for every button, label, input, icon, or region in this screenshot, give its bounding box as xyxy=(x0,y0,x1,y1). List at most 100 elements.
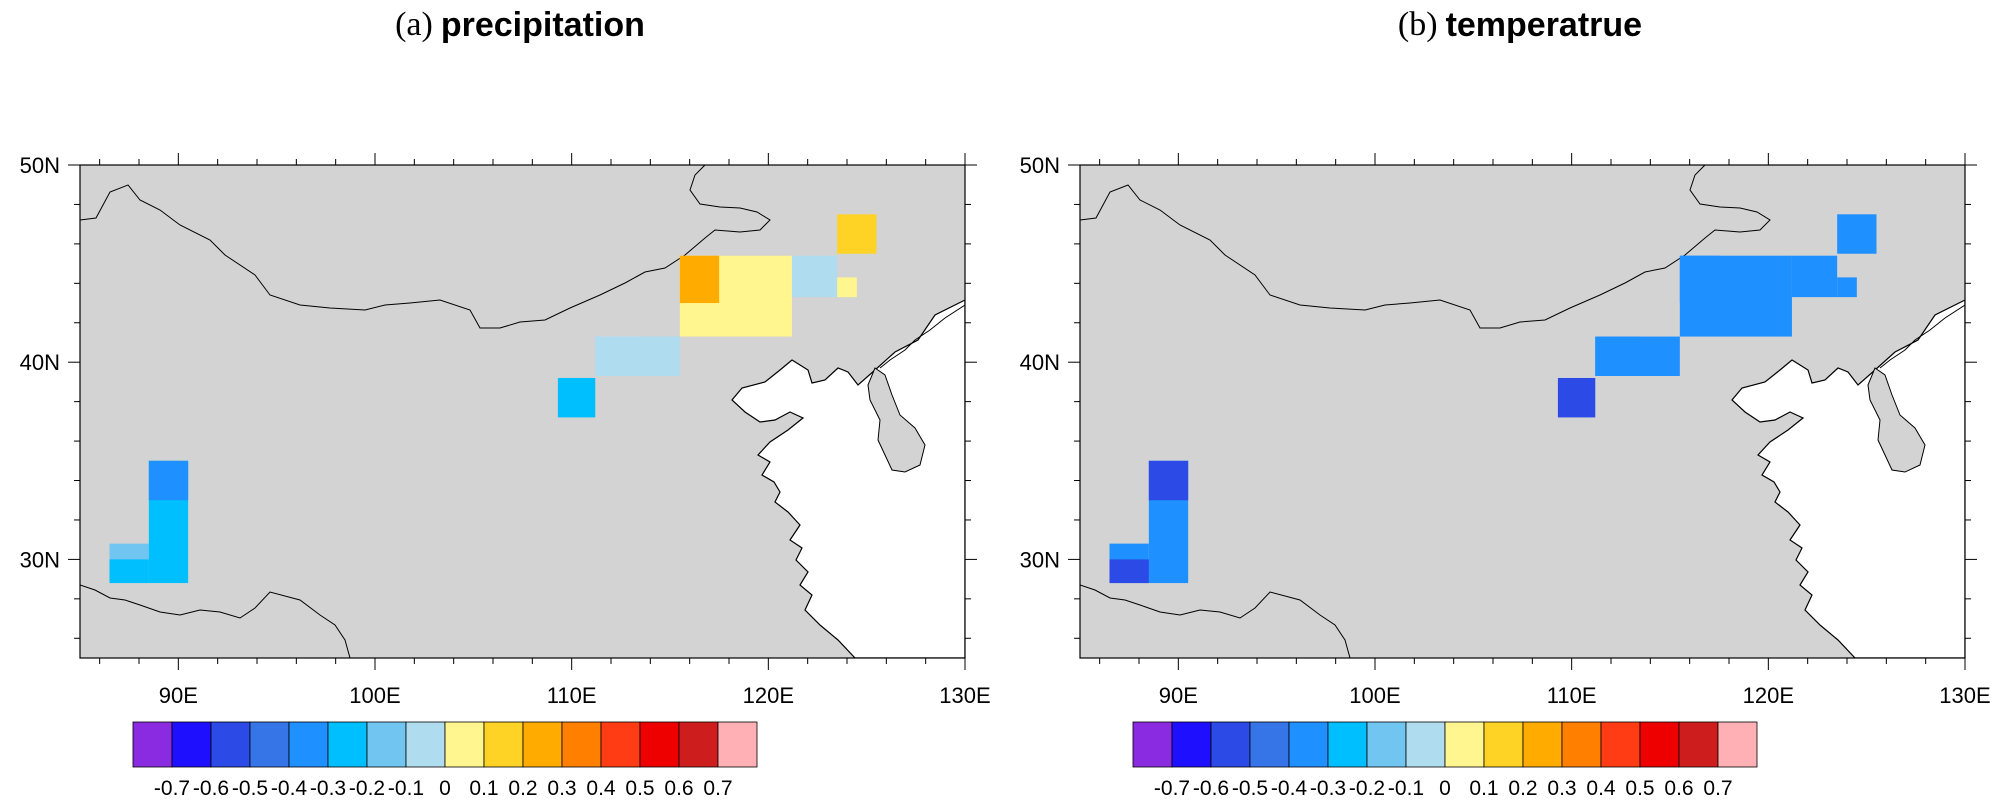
panel-b-title: (b) temperatrue xyxy=(1080,0,1960,50)
colorbar-label: 0.4 xyxy=(1586,777,1616,800)
anomaly-cell xyxy=(837,214,877,254)
lon-tick-label: 130E xyxy=(939,683,990,708)
lat-tick-label: 30N xyxy=(1020,547,1060,572)
colorbar-label: -0.2 xyxy=(1349,777,1385,800)
lon-tick-label: 120E xyxy=(743,683,794,708)
panel-b-variable: temperatrue xyxy=(1445,5,1643,44)
panel-a-label: (a) xyxy=(395,6,433,43)
colorbar-swatch xyxy=(1639,721,1680,768)
colorbar-label: 0.1 xyxy=(1469,777,1498,800)
boundary-line xyxy=(1879,304,1965,369)
colorbar-label: -0.1 xyxy=(388,777,424,800)
korea-peninsula xyxy=(1867,367,1926,473)
colorbar-swatch xyxy=(639,721,680,768)
lat-tick-label: 30N xyxy=(20,547,60,572)
anomaly-cell xyxy=(148,460,189,501)
colorbar-label: -0.3 xyxy=(1310,777,1346,800)
anomaly-cell xyxy=(109,559,149,584)
colorbar-label: -0.4 xyxy=(271,777,308,800)
lon-tick-label: 110E xyxy=(547,683,597,708)
colorbar-swatch xyxy=(1600,721,1641,768)
anomaly-cell xyxy=(595,336,641,377)
colorbar-swatch xyxy=(483,721,524,768)
boundary-line xyxy=(1080,165,1771,329)
sea-area xyxy=(1731,299,1965,658)
colorbar-swatch xyxy=(1171,721,1212,768)
colorbar-label: 0.1 xyxy=(469,777,498,800)
colorbar-label: -0.7 xyxy=(154,777,190,800)
colorbar-swatch xyxy=(522,721,563,768)
colorbar-label: 0.6 xyxy=(664,777,693,800)
panel-a-variable: precipitation xyxy=(440,5,645,44)
lon-tick-label: 110E xyxy=(1547,683,1597,708)
colorbar-swatch xyxy=(1405,721,1446,768)
anomaly-cell xyxy=(1837,214,1877,254)
colorbar-swatch xyxy=(288,721,329,768)
anomaly-cell xyxy=(1557,377,1596,418)
panel-b-map: 90E 100E 110E 120E 130E 50N 40N 30N xyxy=(1020,153,1991,708)
anomaly-cell xyxy=(1679,255,1720,304)
colorbar-label: 0 xyxy=(1439,777,1451,800)
lat-tick-label: 50N xyxy=(1020,153,1060,178)
colorbar-label: 0.4 xyxy=(586,777,616,800)
anomaly-cell xyxy=(1791,255,1838,298)
panel-b-label: (b) xyxy=(1397,6,1438,43)
colorbar-label: -0.5 xyxy=(1232,777,1268,800)
panel-a-title: (a) precipitation xyxy=(80,0,960,50)
colorbar-swatch xyxy=(1327,721,1368,768)
lat-tick-label: 40N xyxy=(1020,350,1060,375)
colorbar-label: -0.3 xyxy=(310,777,346,800)
anomaly-cell xyxy=(1595,336,1641,377)
colorbar-label: 0.7 xyxy=(1703,777,1732,800)
colorbar-swatch xyxy=(1366,721,1407,768)
colorbar-swatch xyxy=(327,721,368,768)
lon-tick-label: 130E xyxy=(1939,683,1990,708)
colorbar-label: 0.3 xyxy=(1547,777,1576,800)
colorbar-label: -0.5 xyxy=(232,777,268,800)
colorbar-label: 0.7 xyxy=(703,777,732,800)
anomaly-cell xyxy=(837,277,857,298)
colorbar-swatch xyxy=(171,721,212,768)
anomaly-cell xyxy=(679,255,720,304)
colorbar-swatch xyxy=(210,721,251,768)
anomaly-cell xyxy=(1837,277,1857,298)
anomaly-cell xyxy=(1109,559,1149,584)
colorbar-label: -0.6 xyxy=(193,777,229,800)
colorbar-swatch xyxy=(1522,721,1563,768)
lat-tick-label: 50N xyxy=(20,153,60,178)
colorbar-swatch xyxy=(1249,721,1290,768)
colorbar-swatch xyxy=(561,721,602,768)
colorbar-swatch xyxy=(1483,721,1524,768)
panel-a-map: 90E 100E 110E 120E 130E 50N 40N 30N xyxy=(20,153,991,708)
colorbar-label: -0.7 xyxy=(1154,777,1190,800)
anomaly-cells xyxy=(109,214,877,584)
colorbar-label: 0 xyxy=(439,777,451,800)
colorbar-swatch xyxy=(444,721,485,768)
colorbar-swatch xyxy=(1132,721,1173,768)
colorbar-label: 0.2 xyxy=(1508,777,1537,800)
colorbar-swatch xyxy=(1444,721,1485,768)
lat-tick-label: 40N xyxy=(20,350,60,375)
colorbar-swatch xyxy=(1561,721,1602,768)
anomaly-cell xyxy=(791,255,838,298)
colorbar-swatch xyxy=(1678,721,1719,768)
colorbar-a: -0.7 -0.6 -0.5 -0.4 -0.3 -0.2 -0.1 0 0.1 0.2 0.3 0.… xyxy=(132,721,758,800)
map-frame xyxy=(1079,164,1966,659)
lon-tick-label: 90E xyxy=(1159,683,1198,708)
korea-peninsula xyxy=(867,367,926,473)
colorbar-swatch xyxy=(132,721,173,768)
sea-area xyxy=(731,299,965,658)
colorbar-label: -0.2 xyxy=(349,777,385,800)
lon-tick-label: 100E xyxy=(1349,683,1400,708)
boundary-line xyxy=(80,165,771,329)
lon-tick-label: 120E xyxy=(1743,683,1794,708)
colorbar-label: 0.2 xyxy=(508,777,537,800)
colorbar-label: -0.1 xyxy=(1388,777,1424,800)
map-frame xyxy=(79,164,966,659)
colorbar-swatch xyxy=(717,721,758,768)
lon-tick-label: 90E xyxy=(159,683,198,708)
colorbar-swatch xyxy=(249,721,290,768)
colorbar-swatch xyxy=(1717,721,1758,768)
colorbar-swatch xyxy=(600,721,641,768)
